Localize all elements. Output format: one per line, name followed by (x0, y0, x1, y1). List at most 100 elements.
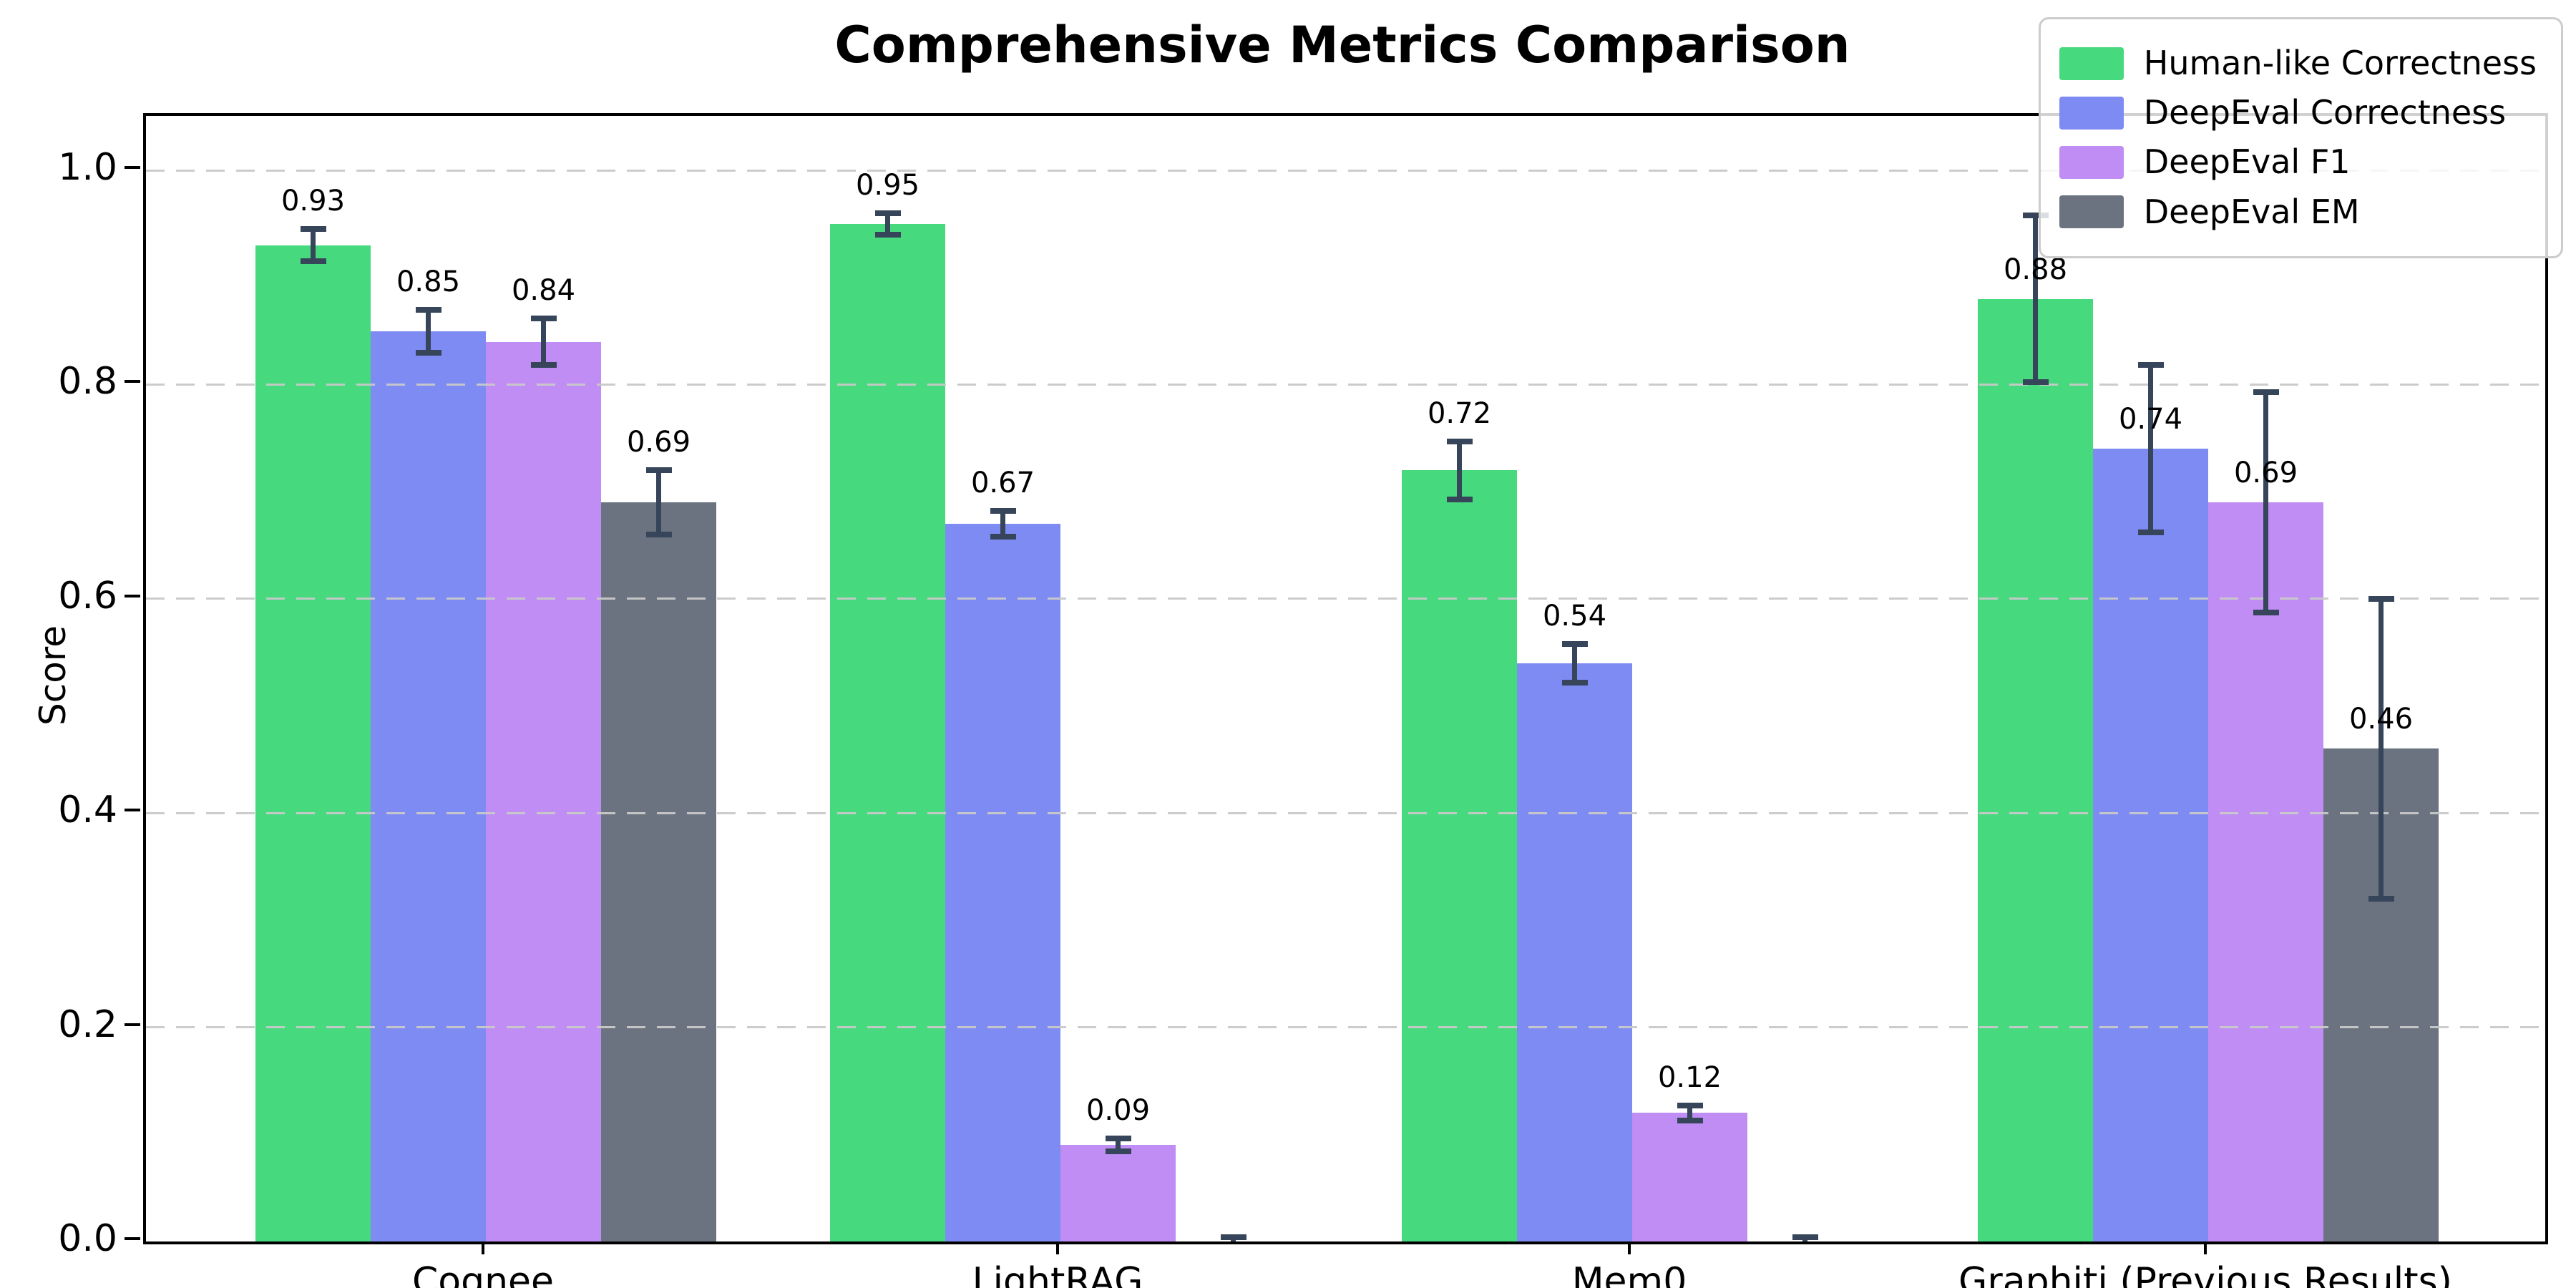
y-tick-mark (125, 594, 140, 597)
legend-label: DeepEval F1 (2143, 142, 2351, 182)
y-tick-label: 0.8 (58, 360, 117, 404)
bar-value-label: 0.09 (1085, 1094, 1151, 1128)
y-gridline (146, 169, 2545, 172)
error-bar-line (541, 318, 546, 366)
bar-human-like-correctness (830, 223, 945, 1241)
bar-value-label: 0.85 (396, 265, 461, 298)
bar-deepeval-correctness (1517, 663, 1632, 1241)
bar-value-label: 0.46 (2348, 703, 2414, 736)
y-axis-title: Score (32, 625, 74, 726)
error-bar-line (2148, 365, 2153, 532)
legend: Human-like Correctness DeepEval Correctne… (2038, 17, 2563, 258)
error-bar-cap-bottom (300, 258, 326, 265)
x-tick-label: Cognee (411, 1260, 555, 1288)
bar-human-like-correctness (1978, 298, 2093, 1241)
y-gridline (146, 811, 2545, 814)
error-bar-cap-top (2368, 595, 2394, 602)
legend-row: DeepEval EM (2059, 192, 2537, 232)
error-bar-cap-top (2253, 389, 2279, 395)
error-bar-line (885, 213, 890, 235)
bar-value-label: 0.67 (970, 467, 1035, 500)
bar-deepeval-correctness (2093, 449, 2208, 1241)
x-tick-label: Mem0 (1571, 1260, 1687, 1288)
x-tick-mark (1056, 1243, 1059, 1254)
x-tick-mark (482, 1243, 484, 1254)
error-bar-cap-bottom (1446, 496, 1473, 502)
y-tick-mark (125, 380, 140, 384)
y-tick-label: 1.0 (58, 146, 117, 189)
error-bar-cap-top (415, 306, 441, 313)
error-bar-cap-bottom (2137, 530, 2164, 535)
error-bar-cap-bottom (1221, 1243, 1246, 1244)
y-tick-label: 0.0 (58, 1217, 117, 1260)
legend-swatch (2059, 96, 2124, 130)
error-bar-cap-bottom (1792, 1243, 1818, 1244)
legend-label: Human-like Correctness (2143, 44, 2537, 82)
bar-value-label: 0.74 (2118, 403, 2183, 436)
error-bar-cap-bottom (1561, 679, 1588, 686)
error-bar-cap-top (645, 467, 672, 474)
error-bar-cap-top (1792, 1234, 1818, 1241)
error-bar-cap-top (1220, 1234, 1246, 1241)
y-tick-mark (125, 1023, 140, 1026)
error-bar-line (1572, 643, 1577, 683)
bar-value-label: 0.72 (1427, 396, 1492, 430)
y-tick-label: 0.6 (58, 574, 117, 618)
y-tick-label: 0.2 (58, 1002, 117, 1046)
chart-title: Comprehensive Metrics Comparison (834, 16, 1850, 74)
error-bar-cap-top (1561, 640, 1588, 647)
error-bar-cap-bottom (990, 533, 1016, 540)
bar-deepeval-f1 (1060, 1145, 1176, 1241)
error-bar-line (311, 229, 316, 262)
error-bar-cap-top (530, 315, 557, 321)
legend-row: DeepEval F1 (2059, 142, 2537, 182)
error-bar-line (2379, 598, 2384, 899)
error-bar-cap-bottom (1105, 1148, 1131, 1155)
error-bar-cap-top (2137, 362, 2164, 369)
y-tick-mark (125, 166, 140, 169)
error-bar-cap-bottom (530, 362, 557, 369)
bar-deepeval-correctness (371, 331, 486, 1241)
bar-value-label: 0.95 (855, 168, 920, 202)
error-bar-cap-bottom (645, 531, 672, 537)
error-bar-cap-bottom (2368, 895, 2394, 902)
error-bar-line (2033, 215, 2038, 383)
error-bar-cap-bottom (2253, 610, 2279, 616)
error-bar-line (656, 470, 661, 535)
bar-deepeval-em (601, 502, 716, 1241)
bar-deepeval-correctness (945, 524, 1060, 1241)
x-tick-label: Graphiti (Previous Results) (1958, 1260, 2452, 1288)
legend-label: DeepEval Correctness (2143, 93, 2507, 132)
y-tick-label: 0.4 (58, 789, 117, 832)
y-gridline (146, 383, 2545, 386)
error-bar-line (2263, 391, 2268, 613)
bar-value-label: 0.69 (626, 426, 691, 459)
bar-deepeval-f1 (2208, 502, 2323, 1241)
x-tick-label: LightRAG (972, 1260, 1143, 1288)
legend-swatch (2059, 145, 2124, 179)
error-bar-cap-bottom (874, 231, 901, 238)
bar-value-label: 0.88 (2003, 253, 2068, 286)
plot-area: 0.93 0.95 0.72 0.88 0.85 0.67 0.54 0.74 0.84 0.09… (143, 113, 2548, 1244)
legend-swatch (2059, 47, 2124, 80)
error-bar-line (1116, 1138, 1121, 1152)
error-bar-line (1000, 511, 1005, 537)
error-bar-cap-top (874, 210, 901, 216)
error-bar-line (1457, 441, 1462, 499)
bar-value-label: 0.84 (511, 273, 576, 307)
bar-value-label: 0.93 (280, 185, 346, 218)
error-bar-cap-top (1446, 438, 1473, 444)
bar-deepeval-f1 (486, 341, 601, 1241)
error-bar-line (1687, 1105, 1692, 1121)
x-tick-mark (1628, 1243, 1631, 1254)
error-bar-cap-bottom (1677, 1117, 1703, 1123)
error-bar-cap-bottom (2022, 379, 2049, 386)
error-bar-cap-top (1105, 1136, 1131, 1142)
error-bar-cap-top (990, 508, 1016, 514)
error-bar-line (426, 309, 431, 353)
bar-value-label: 0.69 (2233, 457, 2298, 490)
x-tick-mark (2204, 1243, 2207, 1254)
bar-value-label: 0.54 (1542, 599, 1607, 633)
error-bar-cap-top (300, 226, 326, 233)
